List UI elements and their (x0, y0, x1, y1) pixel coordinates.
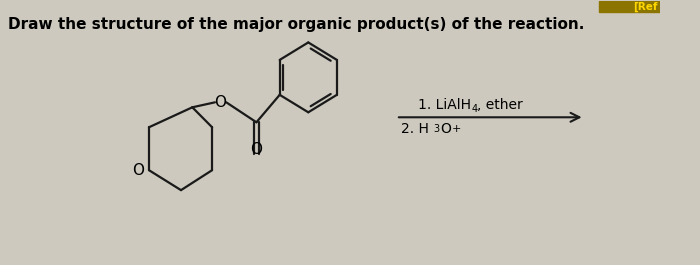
Text: 2. H: 2. H (400, 122, 428, 136)
Text: 3: 3 (434, 124, 440, 134)
Text: O: O (132, 163, 144, 178)
Text: 4: 4 (471, 104, 477, 114)
Text: +: + (452, 124, 461, 134)
Text: 1. LiAlH: 1. LiAlH (419, 98, 471, 112)
Text: , ether: , ether (477, 98, 523, 112)
Text: [Ref: [Ref (634, 1, 658, 12)
Text: Draw the structure of the major organic product(s) of the reaction.: Draw the structure of the major organic … (8, 17, 584, 33)
Text: O: O (440, 122, 451, 136)
Text: O: O (251, 142, 262, 157)
Bar (598, 1, 660, 12)
Text: O: O (215, 95, 227, 110)
